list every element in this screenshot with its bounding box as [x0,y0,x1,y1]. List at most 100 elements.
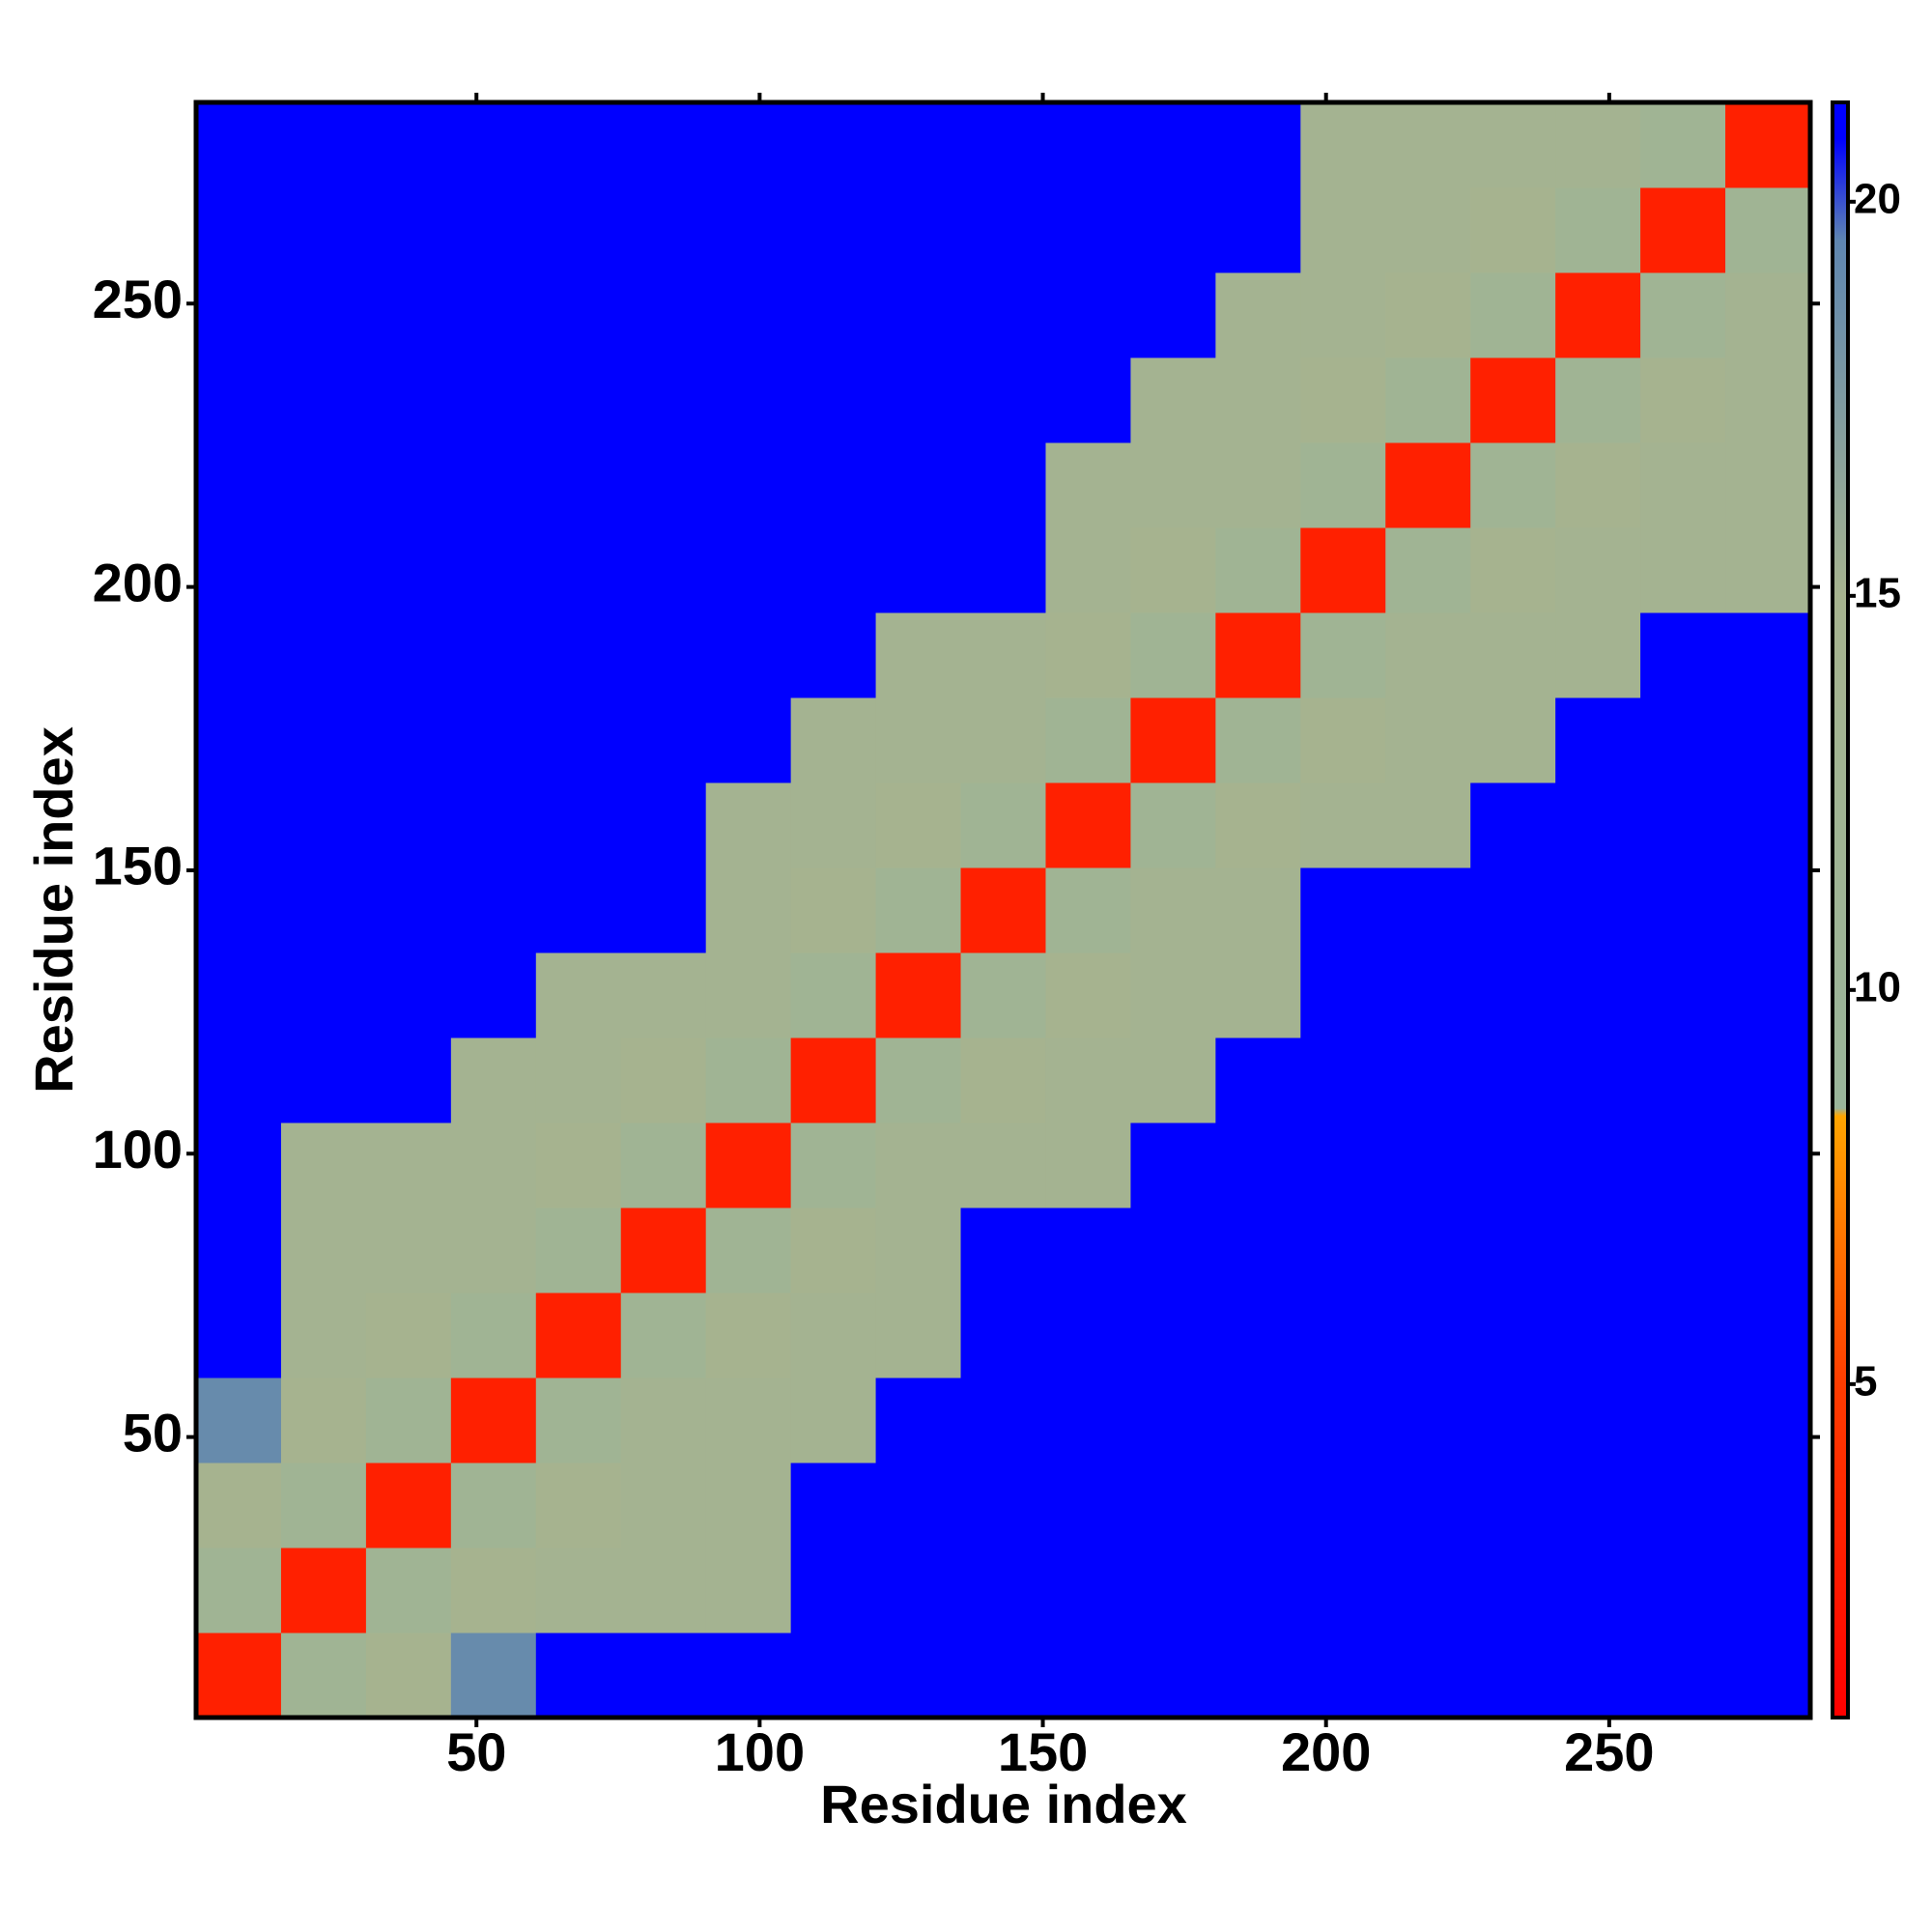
heatmap-cell [1300,1293,1386,1378]
heatmap-cell [1130,1208,1216,1293]
heatmap-cell [620,697,707,783]
heatmap-cell [875,357,962,443]
heatmap-cell [1725,782,1811,868]
heatmap-cell [875,1463,962,1548]
heatmap-cell [1215,1122,1301,1208]
colorbar-tick-label: 10 [1854,963,1901,1010]
heatmap-cell [1555,1633,1641,1719]
heatmap-cell [1045,102,1131,188]
heatmap-cell [1385,1208,1471,1293]
heatmap-cell [1725,612,1811,698]
heatmap-cell [1555,782,1641,868]
heatmap-cell [450,1293,537,1378]
heatmap-cell [1470,782,1556,868]
heatmap-cell [280,442,367,528]
heatmap-cell [365,782,452,868]
heatmap-cell [1215,272,1301,358]
heatmap-cell [1470,1037,1556,1123]
heatmap-cell [1300,527,1386,613]
heatmap-cell [1725,357,1811,443]
heatmap-cell [1385,1378,1471,1463]
heatmap-cell [1215,357,1301,443]
heatmap-cell [790,1548,877,1634]
heatmap-cell [875,442,962,528]
heatmap-cell [1130,1037,1216,1123]
heatmap-cell [450,527,537,613]
heatmap-cell [1045,442,1131,528]
heatmap-cell [1555,1208,1641,1293]
heatmap-cell [620,1378,707,1463]
heatmap-cell [365,697,452,783]
colorbar-tick-label: 20 [1854,175,1901,222]
heatmap-cell [790,612,877,698]
heatmap-cell [1300,102,1386,188]
heatmap-cell [196,697,282,783]
heatmap-cell [1215,187,1301,273]
heatmap-cell [1130,527,1216,613]
heatmap-cell [1725,1293,1811,1378]
heatmap-cell [450,272,537,358]
heatmap-cell [960,442,1046,528]
heatmap-cell [280,187,367,273]
heatmap-cell [196,867,282,953]
heatmap-cell [1640,1293,1726,1378]
heatmap-cell [620,272,707,358]
heatmap-cell [1470,1548,1556,1634]
heatmap-cell [1130,612,1216,698]
heatmap-cell [1725,1378,1811,1463]
heatmap-cell [960,187,1046,273]
heatmap-cell [365,102,452,188]
heatmap-cell [620,782,707,868]
heatmap-cell [1725,867,1811,953]
heatmap-cell [875,1633,962,1719]
heatmap-cell [1045,697,1131,783]
heatmap-cell [196,1463,282,1548]
heatmap-cell [960,1208,1046,1293]
heatmap-cell [365,1037,452,1123]
heatmap-cell [1470,612,1556,698]
heatmap-cell [1130,357,1216,443]
heatmap-cell [1470,102,1556,188]
heatmap-cell [450,1463,537,1548]
heatmap-cell [196,1208,282,1293]
heatmap-cell [1640,527,1726,613]
x-tick-label: 100 [715,1721,805,1782]
heatmap-cell [1640,1548,1726,1634]
heatmap-cell [960,1293,1046,1378]
heatmap-cell [1555,1293,1641,1378]
heatmap-cell [1130,1463,1216,1548]
heatmap-cell [1470,1122,1556,1208]
heatmap-cell [705,187,792,273]
heatmap-cell [875,187,962,273]
heatmap-cell [1640,867,1726,953]
heatmap-cell [1215,1463,1301,1548]
heatmap-cell [1045,1548,1131,1634]
colorbar [1831,100,1850,1719]
heatmap-cell [365,1378,452,1463]
heatmap-cell [535,952,622,1038]
heatmap-cell [1385,187,1471,273]
x-tick-label: 250 [1564,1721,1654,1782]
heatmap-cell [535,272,622,358]
heatmap-cell [875,952,962,1038]
heatmap-cell [1725,952,1811,1038]
heatmap-cell [620,1293,707,1378]
heatmap-cell [1725,1037,1811,1123]
x-tick-label: 50 [446,1721,506,1782]
heatmap-cell [1470,442,1556,528]
heatmap-cell [790,1463,877,1548]
heatmap-cell [1555,1037,1641,1123]
heatmap-cell [1130,187,1216,273]
heatmap-cell [620,867,707,953]
heatmap-cell [790,697,877,783]
heatmap-cell [1640,187,1726,273]
heatmap-cell [1470,1633,1556,1719]
heatmap-cell [535,612,622,698]
heatmap-cell [280,697,367,783]
heatmap-cell [535,187,622,273]
heatmap-cell [875,1548,962,1634]
heatmap-cell [365,1208,452,1293]
heatmap-cell [450,102,537,188]
heatmap-cell [875,102,962,188]
heatmap-cell [620,1037,707,1123]
